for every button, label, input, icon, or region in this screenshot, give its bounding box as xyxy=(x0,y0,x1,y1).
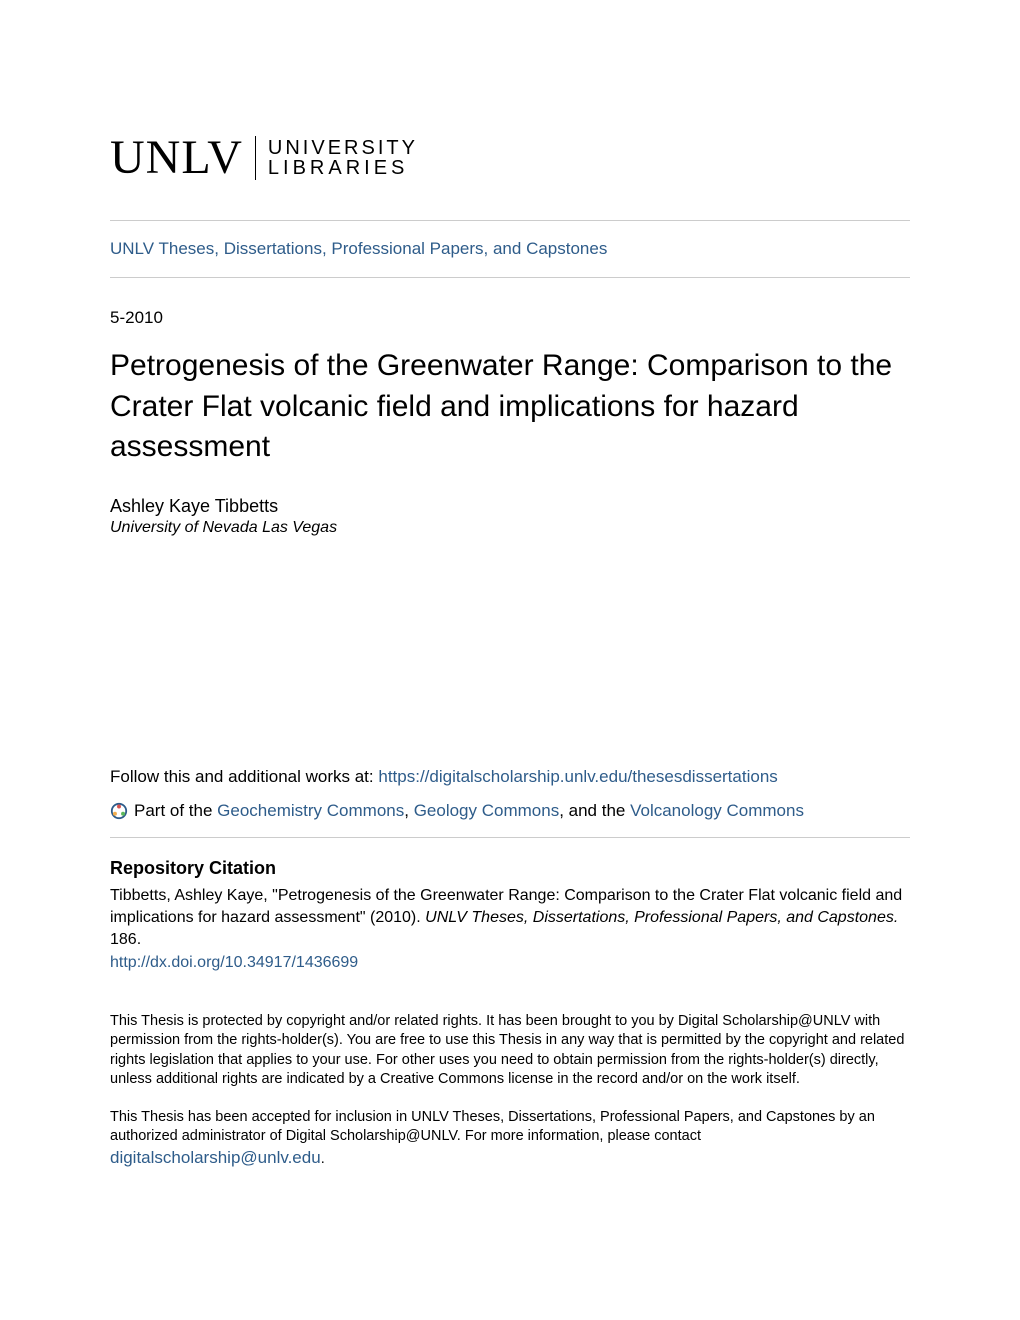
unlv-logo: UNLV UNIVERSITY LIBRARIES xyxy=(110,130,910,185)
rule-under-partof xyxy=(110,837,910,838)
logo-divider xyxy=(255,136,256,180)
collection-link[interactable]: UNLV Theses, Dissertations, Professional… xyxy=(110,239,607,258)
citation-heading: Repository Citation xyxy=(110,858,910,879)
contact-paragraph: This Thesis has been accepted for inclus… xyxy=(110,1108,910,1170)
collection-row: UNLV Theses, Dissertations, Professional… xyxy=(110,221,910,277)
logo-university-word: UNIVERSITY xyxy=(268,138,418,158)
geochemistry-commons-link[interactable]: Geochemistry Commons xyxy=(217,801,404,820)
network-commons-icon xyxy=(110,802,128,820)
geology-commons-link[interactable]: Geology Commons xyxy=(414,801,560,820)
logo-unlv-text: UNLV xyxy=(110,130,243,185)
publication-date: 5-2010 xyxy=(110,308,910,328)
contact-period: . xyxy=(321,1151,325,1167)
part-of-line: Part of the Geochemistry Commons, Geolog… xyxy=(110,801,910,821)
doi-link[interactable]: http://dx.doi.org/10.34917/1436699 xyxy=(110,954,910,972)
author-affiliation: University of Nevada Las Vegas xyxy=(110,519,910,537)
citation-italic: UNLV Theses, Dissertations, Professional… xyxy=(425,909,898,926)
part-of-prefix: Part of the xyxy=(134,801,217,820)
copyright-paragraph: This Thesis is protected by copyright an… xyxy=(110,1012,910,1090)
author-name: Ashley Kaye Tibbetts xyxy=(110,496,910,517)
logo-libraries-block: UNIVERSITY LIBRARIES xyxy=(268,138,418,178)
follow-url-link[interactable]: https://digitalscholarship.unlv.edu/thes… xyxy=(378,767,777,786)
part-of-text-wrap: Part of the Geochemistry Commons, Geolog… xyxy=(134,801,804,821)
logo-container: UNLV UNIVERSITY LIBRARIES xyxy=(110,130,910,185)
paper-title: Petrogenesis of the Greenwater Range: Co… xyxy=(110,346,910,468)
citation-after-italic: 186. xyxy=(110,931,141,948)
follow-prefix: Follow this and additional works at: xyxy=(110,767,378,786)
follow-line: Follow this and additional works at: htt… xyxy=(110,767,910,787)
logo-libraries-word: LIBRARIES xyxy=(268,158,418,178)
part-of-sep1: , xyxy=(404,801,413,820)
volcanology-commons-link[interactable]: Volcanology Commons xyxy=(630,801,804,820)
contact-text: This Thesis has been accepted for inclus… xyxy=(110,1109,875,1145)
part-of-sep2: , and the xyxy=(559,801,630,820)
rule-under-collection xyxy=(110,277,910,278)
contact-email-link[interactable]: digitalscholarship@unlv.edu xyxy=(110,1148,321,1167)
citation-text: Tibbetts, Ashley Kaye, "Petrogenesis of … xyxy=(110,885,910,952)
